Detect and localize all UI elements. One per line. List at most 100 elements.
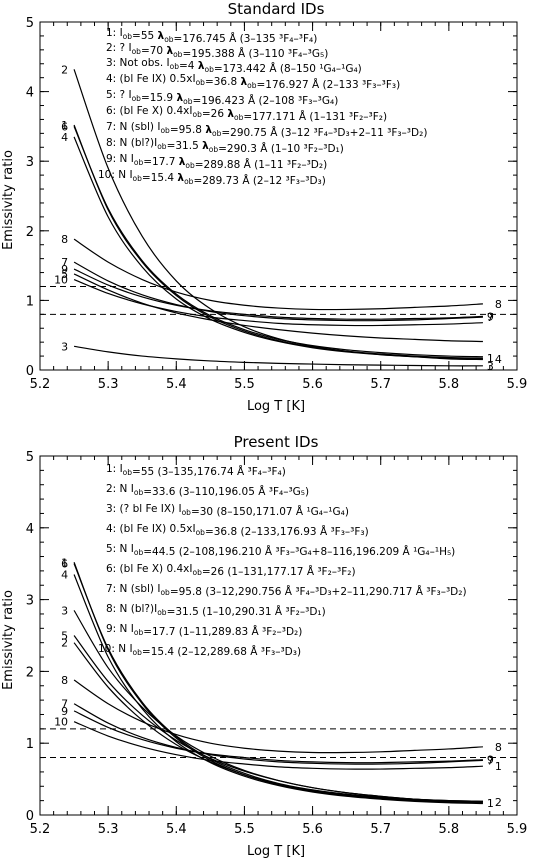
series-right-label: 2 xyxy=(495,796,502,809)
series-left-label: 6 xyxy=(61,558,68,571)
series-right-label: 8 xyxy=(495,298,502,311)
legend: 1: Iob=55 λob=176.745 Å (3–135 ³F₄–³F₄) … xyxy=(98,27,427,187)
series-left-label: 6 xyxy=(61,120,68,133)
series-left-label: 3 xyxy=(61,340,68,353)
y-tick-label: 1 xyxy=(26,294,34,309)
series-right-label: 1 xyxy=(487,797,494,810)
series-right-label: 9 xyxy=(487,754,494,767)
x-tick-label: 5.2 xyxy=(30,822,51,837)
legend-entry: 2: ? Iob=70 λob=195.388 Å (3–110 ³F₄–³G₅… xyxy=(106,42,328,60)
series-line-8 xyxy=(73,679,483,754)
series-line-1 xyxy=(73,562,483,804)
series-left-label: 4 xyxy=(61,131,68,144)
y-tick-label: 1 xyxy=(26,737,34,752)
legend-entry: 10: N Iob=15.4 λob=289.73 Å (2–12 ³F₃–³D… xyxy=(98,169,326,187)
legend-entry: 8: N (bl?)Iob=31.5 λob=290.3 Å (1–10 ³F₂… xyxy=(106,137,344,155)
series-left-label: 1 xyxy=(61,119,68,132)
series-line-5 xyxy=(73,273,483,343)
series-right-label: 3 xyxy=(487,360,494,373)
legend-entry: 4: (bl Fe IX) 0.5xIob=36.8 (2–133,176.93… xyxy=(106,523,369,538)
series-right-label: 4 xyxy=(495,353,502,366)
series-line-10 xyxy=(73,721,483,770)
series-line-2 xyxy=(73,642,483,803)
series-left-label: 5 xyxy=(61,630,68,643)
legend-entry: 7: N (sbl) Iob=95.8 λob=290.75 Å (3–12 ³… xyxy=(106,121,427,139)
y-tick-label: 4 xyxy=(26,522,34,537)
series-left-label: 9 xyxy=(61,263,68,276)
legend-entry: 5: N Iob=44.5 (2–108,196.210 Å ³F₃–³G₄+8… xyxy=(106,543,455,558)
legend-entry: 3: (? bl Fe IX) Iob=30 (8–150,171.07 Å ¹… xyxy=(106,503,349,518)
series-line-4 xyxy=(73,574,483,805)
x-tick-label: 5.2 xyxy=(30,377,51,392)
x-tick-label: 5.7 xyxy=(370,377,391,392)
series-left-label: 8 xyxy=(61,674,68,687)
series-left-label: 2 xyxy=(61,637,68,650)
legend-entry: 5: ? Iob=15.9 λob=196.423 Å (2–108 ³F₃–³… xyxy=(106,89,338,107)
series-line-7 xyxy=(73,261,483,322)
series-line-6 xyxy=(73,126,483,358)
series-left-label: 7 xyxy=(61,256,68,269)
x-tick-label: 5.6 xyxy=(302,822,323,837)
x-tick-label: 5.8 xyxy=(439,377,460,392)
series-left-label: 10 xyxy=(54,716,68,729)
x-tick-label: 5.4 xyxy=(166,377,187,392)
y-tick-label: 3 xyxy=(26,594,34,609)
y-tick-label: 4 xyxy=(26,86,34,101)
series-line-7 xyxy=(73,703,483,765)
series-right-label: 1 xyxy=(495,760,502,773)
series-left-label: 3 xyxy=(61,604,68,617)
series-right-label: 9 xyxy=(487,310,494,323)
x-tick-label: 5.5 xyxy=(234,822,255,837)
series-line-4 xyxy=(73,136,483,360)
y-tick-label: 3 xyxy=(26,155,34,170)
y-axis-label: Emissivity ratio xyxy=(1,150,16,250)
x-tick-label: 5.3 xyxy=(98,377,119,392)
series-line-9 xyxy=(73,710,483,764)
x-tick-label: 5.9 xyxy=(507,377,528,392)
series-right-label: 1 xyxy=(487,352,494,365)
y-tick-label: 0 xyxy=(26,809,34,824)
series-left-label: 1 xyxy=(61,556,68,569)
series-line-3 xyxy=(73,610,483,802)
series-right-label: 7 xyxy=(487,754,494,767)
chart-title: Standard IDs xyxy=(228,0,325,18)
y-tick-label: 2 xyxy=(26,225,34,240)
plot-frame xyxy=(39,21,518,371)
series-left-label: 9 xyxy=(61,705,68,718)
legend-entry: 1: Iob=55 λob=176.745 Å (3–135 ³F₄–³F₄) xyxy=(106,27,317,45)
plot-frame xyxy=(39,455,518,816)
x-tick-label: 5.4 xyxy=(166,822,187,837)
series-left-label: 10 xyxy=(54,274,68,287)
series-left-label: 8 xyxy=(61,233,68,246)
legend-entry: 6: (bl Fe X) 0.4xIob=26 λob=177.171 Å (1… xyxy=(106,105,387,123)
series-left-label: 5 xyxy=(61,268,68,281)
legend-entry: 6: (bl Fe X) 0.4xIob=26 (1–131,177.17 Å … xyxy=(106,563,356,578)
legend-entry: 1: Iob=55 (3–135,176.74 Å ³F₄–³F₄) xyxy=(106,463,286,478)
x-tick-label: 5.6 xyxy=(302,377,323,392)
x-tick-label: 5.7 xyxy=(370,822,391,837)
series-line-8 xyxy=(73,238,483,311)
x-tick-label: 5.9 xyxy=(507,822,528,837)
series-line-9 xyxy=(73,268,483,320)
chart-title: Present IDs xyxy=(234,433,319,451)
x-tick-label: 5.5 xyxy=(234,377,255,392)
series-left-label: 4 xyxy=(61,568,68,581)
series-line-1 xyxy=(73,124,483,359)
legend-entry: 2: N Iob=33.6 (3–110,196.05 Å ³F₄–³G₅) xyxy=(106,483,309,498)
legend-entry: 4: (bl Fe IX) 0.5xIob=36.8 λob=176.927 Å… xyxy=(106,73,400,91)
legend-entry: 3: Not obs. Iob=4 λob=173.442 Å (8–150 ¹… xyxy=(106,57,362,75)
legend-entry: 9: N Iob=17.7 λob=289.88 Å (1–11 ³F₂–³D₂… xyxy=(106,153,327,171)
x-tick-label: 5.8 xyxy=(439,822,460,837)
series-right-label: 7 xyxy=(487,311,494,324)
legend-entry: 10: N Iob=15.4 (2–12,289.68 Å ³F₃–³D₃) xyxy=(98,643,301,658)
series-right-label: 8 xyxy=(495,741,502,754)
y-tick-label: 5 xyxy=(26,16,34,31)
series-left-label: 2 xyxy=(61,63,68,76)
series-left-label: 7 xyxy=(61,698,68,711)
legend-entry: 9: N Iob=17.7 (1–11,289.83 Å ³F₂–³D₂) xyxy=(106,623,302,638)
y-tick-label: 5 xyxy=(26,450,34,465)
x-tick-label: 5.3 xyxy=(98,822,119,837)
